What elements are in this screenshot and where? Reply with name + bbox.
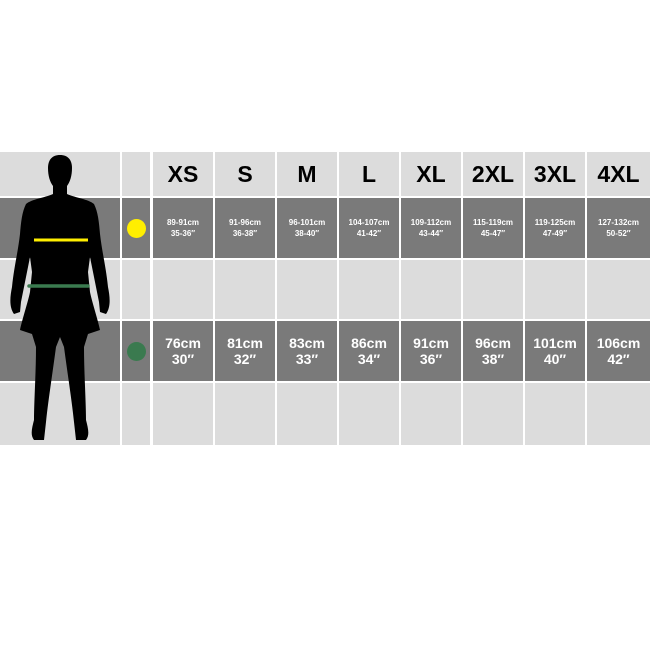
size-label: XS [167, 160, 199, 187]
chest-in: 47-49″ [542, 229, 568, 238]
chest-cm: 127-132cm [598, 218, 639, 227]
waist-cm: 83cm [289, 335, 325, 351]
size-cell [153, 383, 213, 445]
waist-marker-icon [126, 341, 146, 361]
size-cell: 96-101cm 38-40″ [277, 198, 337, 258]
size-cell: 115-119cm 45-47″ [463, 198, 523, 258]
size-header: M [277, 152, 337, 196]
size-cell [339, 383, 399, 445]
size-cell [215, 260, 275, 319]
size-cell [401, 383, 461, 445]
size-cell: 119-125cm 47-49″ [525, 198, 585, 258]
waist-cm: 76cm [165, 335, 201, 351]
waist-cm: 81cm [227, 335, 263, 351]
size-cell: 106cm 42″ [587, 321, 650, 381]
chest-in: 38-40″ [294, 229, 320, 238]
size-cell: 109-112cm 43-44″ [401, 198, 461, 258]
size-cell [587, 383, 650, 445]
size-header: 4XL [587, 152, 650, 196]
marker-cell [122, 260, 150, 319]
chest-in: 41-42″ [356, 229, 382, 238]
size-label: S [237, 160, 253, 187]
size-header: 3XL [525, 152, 585, 196]
marker-cell [122, 321, 150, 381]
size-cell: 81cm 32″ [215, 321, 275, 381]
waist-cm: 91cm [413, 335, 449, 351]
size-label: 2XL [471, 160, 515, 187]
waist-in: 32″ [233, 351, 257, 367]
waist-cm: 96cm [475, 335, 511, 351]
size-cell: 83cm 33″ [277, 321, 337, 381]
chest-cm: 104-107cm [348, 218, 390, 227]
size-cell: 76cm 30″ [153, 321, 213, 381]
size-cell: 86cm 34″ [339, 321, 399, 381]
chest-in: 43-44″ [418, 229, 444, 238]
waist-in: 36″ [419, 351, 443, 367]
chest-cm: 119-125cm [534, 218, 576, 227]
chest-cm: 96-101cm [288, 218, 326, 227]
body-silhouette-icon [0, 152, 120, 445]
marker-cell [122, 152, 150, 196]
size-header: XL [401, 152, 461, 196]
size-cell [525, 260, 585, 319]
size-cell: 101cm 40″ [525, 321, 585, 381]
size-cell: 91cm 36″ [401, 321, 461, 381]
waist-in: 34″ [357, 351, 381, 367]
size-cell: 89-91cm 35-36″ [153, 198, 213, 258]
size-cell: 104-107cm 41-42″ [339, 198, 399, 258]
size-cell [587, 260, 650, 319]
chest-cm: 115-119cm [472, 218, 514, 227]
size-cell: 127-132cm 50-52″ [587, 198, 650, 258]
size-cell [277, 260, 337, 319]
size-cell [215, 383, 275, 445]
size-cell [277, 383, 337, 445]
waist-in: 38″ [481, 351, 505, 367]
size-header: S [215, 152, 275, 196]
size-label: XL [416, 160, 446, 187]
waist-cm: 86cm [351, 335, 387, 351]
size-label: 4XL [597, 160, 640, 187]
size-label: L [361, 160, 377, 187]
size-cell [463, 383, 523, 445]
chest-cm: 91-96cm [228, 218, 262, 227]
size-cell [463, 260, 523, 319]
chest-in: 50-52″ [606, 229, 631, 238]
chest-marker-icon [126, 218, 146, 238]
size-label: M [297, 160, 317, 187]
size-header: XS [153, 152, 213, 196]
size-cell: 91-96cm 36-38″ [215, 198, 275, 258]
waist-in: 33″ [295, 351, 319, 367]
size-cell: 96cm 38″ [463, 321, 523, 381]
waist-in: 30″ [171, 351, 195, 367]
size-cell [339, 260, 399, 319]
size-cell [525, 383, 585, 445]
chest-in: 45-47″ [480, 229, 506, 238]
size-header: 2XL [463, 152, 523, 196]
size-cell [153, 260, 213, 319]
waist-in: 40″ [543, 351, 567, 367]
waist-cm: 101cm [533, 335, 577, 351]
waist-in: 42″ [607, 351, 630, 367]
waist-cm: 106cm [596, 335, 641, 351]
chest-in: 35-36″ [170, 229, 196, 238]
size-cell [401, 260, 461, 319]
marker-cell [122, 383, 150, 445]
size-header: L [339, 152, 399, 196]
chest-in: 36-38″ [232, 229, 258, 238]
chest-cm: 109-112cm [410, 218, 452, 227]
marker-cell [122, 198, 150, 258]
chest-cm: 89-91cm [166, 218, 200, 227]
size-label: 3XL [533, 160, 577, 187]
